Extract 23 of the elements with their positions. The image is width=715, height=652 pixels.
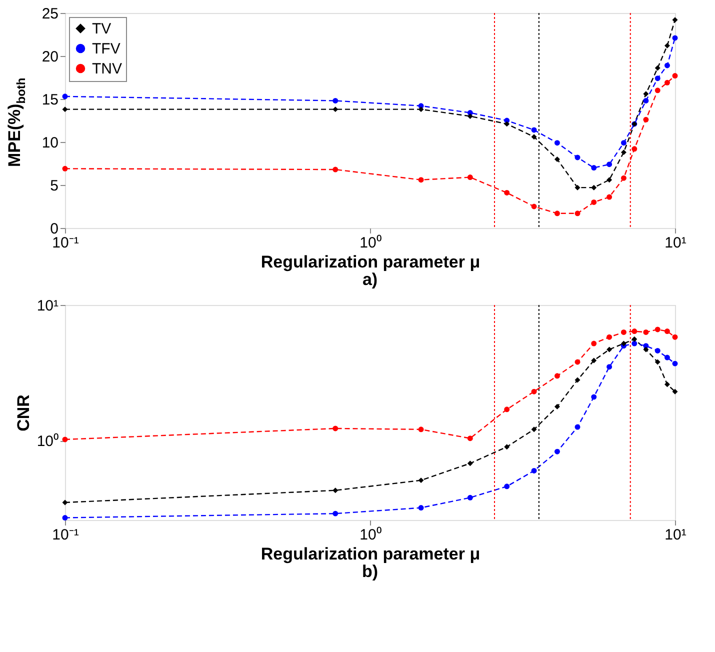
text: a) <box>362 270 378 289</box>
y-axis-title: CNR <box>14 394 33 432</box>
legend-label: TFV <box>92 40 120 58</box>
y-tick-label: 15 <box>42 92 58 108</box>
x-axis-title: Regularization parameter μ <box>260 544 480 564</box>
x-tick-label: 10¹ <box>664 526 686 544</box>
y-tick-label: 10⁰ <box>36 433 58 450</box>
x-tick-label: 10¹ <box>664 234 686 252</box>
y-tick-label: 0 <box>50 220 58 238</box>
y-tick-label: 10 <box>42 134 58 152</box>
y-tick-label: 10¹ <box>36 298 58 314</box>
legend-label: TV <box>92 20 112 38</box>
y-axis-title: MPE(%)both <box>5 78 28 167</box>
y-tick-label: 25 <box>42 6 58 22</box>
legend-label: TNV <box>92 60 122 78</box>
x-tick-label: 10⁰ <box>360 234 382 252</box>
y-tick-label: 5 <box>50 178 58 194</box>
x-tick-label: 10⁻¹ <box>52 234 79 252</box>
x-axis-title: Regularization parameter μ <box>260 252 480 272</box>
x-tick-label: 10⁰ <box>360 526 382 544</box>
y-tick-label: 20 <box>42 48 58 66</box>
text: b) <box>362 562 378 581</box>
x-tick-label: 10⁻¹ <box>52 526 79 544</box>
